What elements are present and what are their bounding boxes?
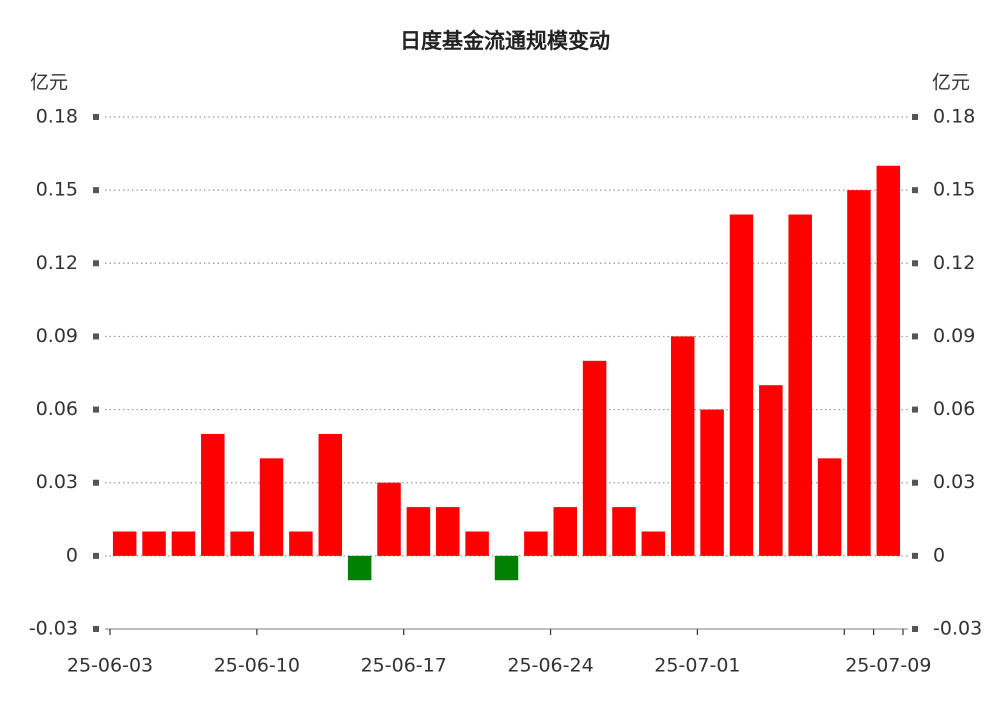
bar [700,409,724,556]
bar [230,531,254,556]
x-tick-label: 25-06-10 [214,655,300,677]
y2-tick-label: -0.03 [933,618,982,640]
y-tick-label: -0.03 [29,618,78,640]
y2-tick-label: 0.18 [933,106,975,128]
bar [847,190,871,556]
y-tick-label: 0.18 [36,106,78,128]
bar [612,507,636,556]
y-tick-mark [93,479,99,486]
y2-tick-label: 0.03 [933,471,975,493]
bar [494,555,519,581]
y-tick-mark [93,406,99,413]
y2-tick-mark [912,626,918,632]
bar [259,458,284,556]
y2-unit: 亿元 [932,72,970,94]
bar [465,531,489,556]
y2-tick-mark [912,187,918,194]
y-tick-label: 0 [66,544,78,566]
bar [876,165,901,556]
x-tick-label: 25-06-17 [361,655,447,677]
bar [347,555,372,581]
bar [729,214,754,556]
bar [582,360,607,556]
bar [201,433,225,556]
bar [759,385,783,556]
x-tick-label: 25-07-01 [654,655,740,677]
bar [553,507,577,556]
y-tick-label: 0.09 [36,325,78,347]
bar [142,531,166,556]
y2-tick-label: 0.09 [933,325,975,347]
y2-tick-label: 0.15 [933,179,975,201]
bar [289,531,313,556]
chart-title: 日度基金流通规模变动 [400,29,610,53]
bar [318,433,343,556]
bar [817,458,842,556]
bar [788,214,812,556]
y2-tick-label: 0.12 [933,252,975,274]
y2-tick-mark [912,479,918,486]
y-unit: 亿元 [30,72,68,94]
bar [406,507,431,556]
bar [670,336,695,556]
y2-tick-mark [912,406,918,413]
bar [377,482,401,556]
x-tick-label: 25-06-03 [67,655,153,677]
y2-tick-label: 0.06 [933,398,975,420]
y-tick-mark [93,552,99,559]
x-tick-label: 25-06-24 [507,655,593,677]
y-tick-label: 0.12 [36,252,78,274]
y-tick-mark [93,260,99,267]
y2-tick-label: 0 [933,544,945,566]
x-tick-label: 25-07-09 [845,655,931,677]
y-tick-mark [93,187,99,194]
bar [436,507,460,556]
y-tick-mark [93,114,99,120]
y-tick-label: 0.15 [36,179,78,201]
y2-tick-mark [912,114,918,120]
bar [524,531,548,556]
y2-tick-mark [912,552,918,559]
y2-tick-mark [912,260,918,267]
y2-tick-mark [912,333,918,340]
y-tick-label: 0.03 [36,471,78,493]
bar [171,531,196,556]
y-tick-mark [93,626,99,632]
bar [112,531,137,556]
y-tick-mark [93,333,99,340]
y-tick-label: 0.06 [36,398,78,420]
bar [641,531,666,556]
